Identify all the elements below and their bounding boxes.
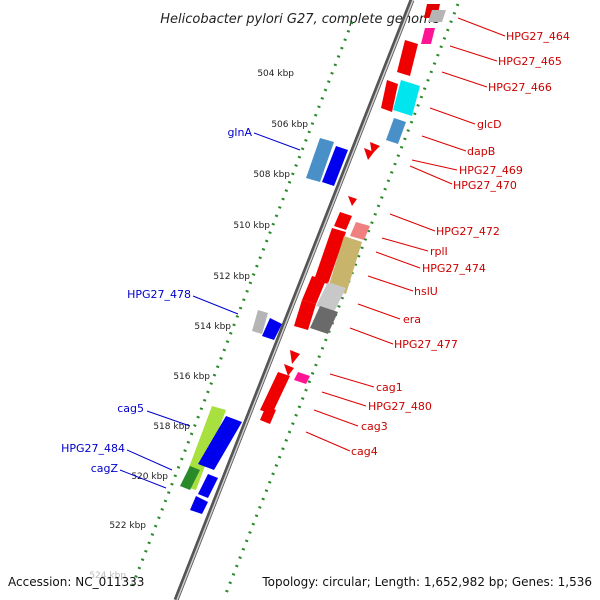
gene-label-glcd[interactable]: glcD xyxy=(477,118,502,131)
gene-hpg27-478-gray[interactable] xyxy=(252,310,268,334)
gene-glcd-small[interactable] xyxy=(421,28,435,44)
gene-hpg27-472[interactable] xyxy=(334,212,352,230)
gene-label-hpg27-472[interactable]: HPG27_472 xyxy=(436,225,500,238)
gene-label-cag5[interactable]: cag5 xyxy=(117,402,144,415)
ruler-tick-label: 510 kbp xyxy=(233,221,270,231)
accession-text: Accession: NC_011333 xyxy=(8,575,144,589)
gene-cag5-blue[interactable] xyxy=(198,416,242,470)
gene-hpg27-469[interactable] xyxy=(370,142,380,154)
gene-era-upstream[interactable] xyxy=(294,300,316,330)
ruler-tick-label: 518 kbp xyxy=(153,422,190,432)
ruler-ticks: 504 kbp 506 kbp 508 kbp 510 kbp 512 kbp … xyxy=(89,69,308,581)
ruler-tick-label: 524 kbp xyxy=(89,571,126,581)
genome-backbone-highlight xyxy=(176,0,414,600)
gene-rpli[interactable] xyxy=(350,222,370,240)
left-labels: glnA HPG27_478 cag5 HPG27_484 cagZ xyxy=(61,126,252,475)
ruler-tick-label: 508 kbp xyxy=(253,170,290,180)
ruler-tick-label: 506 kbp xyxy=(271,120,308,130)
gene-dapb-region[interactable] xyxy=(381,80,398,112)
ruler-tick-label: 520 kbp xyxy=(131,472,168,482)
gene-label-rpli[interactable]: rplI xyxy=(430,245,448,258)
gene-cag1[interactable] xyxy=(294,372,310,384)
ruler-tick-label: 504 kbp xyxy=(257,69,294,79)
gc-track xyxy=(223,3,460,597)
gene-hpg27-480[interactable] xyxy=(260,372,290,414)
gene-glna[interactable] xyxy=(322,146,348,186)
gene-dapb[interactable] xyxy=(386,118,406,144)
gene-label-glna[interactable]: glnA xyxy=(227,126,252,139)
gene-label-hpg27-470[interactable]: HPG27_470 xyxy=(453,179,517,192)
right-labels: HPG27_464 HPG27_465 HPG27_466 glcD dapB … xyxy=(351,30,570,458)
gene-hpg27-477[interactable] xyxy=(310,306,338,334)
gene-label-cagz[interactable]: cagZ xyxy=(91,462,119,475)
forward-strand-genes xyxy=(180,138,348,514)
gene-label-dapb[interactable]: dapB xyxy=(467,145,495,158)
gene-cag3[interactable] xyxy=(260,406,276,424)
gene-label-hslu[interactable]: hslU xyxy=(414,285,438,298)
gene-label-hpg27-480[interactable]: HPG27_480 xyxy=(368,400,432,413)
gene-label-hpg27-464[interactable]: HPG27_464 xyxy=(506,30,570,43)
gene-label-cag1[interactable]: cag1 xyxy=(376,381,403,394)
gene-label-hpg27-477[interactable]: HPG27_477 xyxy=(394,338,458,351)
gene-label-hpg27-466[interactable]: HPG27_466 xyxy=(488,81,552,94)
gene-glcd[interactable] xyxy=(393,80,420,116)
gene-cag1-arrow[interactable] xyxy=(284,364,294,376)
gene-hpg27-474[interactable] xyxy=(314,228,346,284)
gene-label-hpg27-474[interactable]: HPG27_474 xyxy=(422,262,486,275)
ruler-track xyxy=(128,21,354,593)
ruler-tick-label: 516 kbp xyxy=(173,372,210,382)
gene-label-hpg27-465[interactable]: HPG27_465 xyxy=(498,55,562,68)
gene-label-cag3[interactable]: cag3 xyxy=(361,420,388,433)
gene-era[interactable] xyxy=(316,282,346,312)
gene-hpg27-471[interactable] xyxy=(348,196,357,206)
gene-cagz[interactable] xyxy=(198,474,218,498)
gene-glna-light[interactable] xyxy=(306,138,334,182)
gene-hslu[interactable] xyxy=(328,236,362,294)
left-label-leaders xyxy=(119,132,301,489)
genome-backbone xyxy=(173,0,415,600)
gene-hpg27-484[interactable] xyxy=(180,466,200,490)
genome-title: Helicobacter pylori G27, complete genome xyxy=(160,12,439,27)
topology-text: Topology: circular; Length: 1,652,982 bp… xyxy=(261,575,592,589)
gene-cagz-downstream[interactable] xyxy=(190,496,208,514)
gene-label-hpg27-469[interactable]: HPG27_469 xyxy=(459,164,523,177)
gene-hpg27-470[interactable] xyxy=(364,148,374,160)
gene-hpg27-479[interactable] xyxy=(290,350,300,364)
gene-label-cag4[interactable]: cag4 xyxy=(351,445,378,458)
ruler-tick-label: 512 kbp xyxy=(213,272,250,282)
gene-hpg27-466[interactable] xyxy=(397,40,418,76)
gene-label-hpg27-484[interactable]: HPG27_484 xyxy=(61,442,125,455)
gene-label-era[interactable]: era xyxy=(403,313,421,326)
ruler-tick-label: 514 kbp xyxy=(194,322,231,332)
gene-hpg27-465[interactable] xyxy=(428,10,446,22)
ruler-tick-label: 522 kbp xyxy=(109,521,146,531)
gene-era-red[interactable] xyxy=(302,276,326,304)
reverse-strand-genes xyxy=(260,4,446,424)
gene-hpg27-478[interactable] xyxy=(262,318,282,340)
gene-label-hpg27-478[interactable]: HPG27_478 xyxy=(127,288,191,301)
right-label-leaders xyxy=(305,17,506,452)
